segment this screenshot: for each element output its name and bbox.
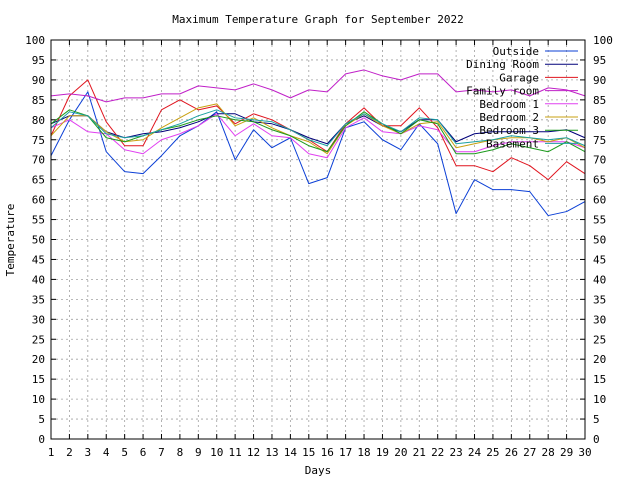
x-tick-label: 18	[357, 446, 370, 459]
y-tick-label-right: 10	[593, 393, 606, 406]
x-tick-label: 21	[413, 446, 426, 459]
y-tick-label-right: 25	[593, 333, 606, 346]
y-tick-label-right: 75	[593, 134, 606, 147]
y-tick-label: 35	[32, 293, 45, 306]
x-tick-label: 25	[486, 446, 499, 459]
x-tick-label: 4	[103, 446, 110, 459]
y-tick-label: 30	[32, 313, 45, 326]
x-tick-label: 26	[505, 446, 518, 459]
plot-frame	[50, 39, 586, 440]
x-tick-label: 15	[302, 446, 315, 459]
series-line-bedroom-3	[50, 109, 586, 155]
x-tick-label: 13	[265, 446, 278, 459]
y-tick-label-right: 45	[593, 253, 606, 266]
y-tick-label: 0	[38, 433, 45, 446]
x-tick-label: 14	[284, 446, 298, 459]
y-tick-label: 20	[32, 353, 45, 366]
x-tick-label: 28	[542, 446, 555, 459]
x-tick-label: 1	[48, 446, 55, 459]
x-tick-label: 6	[140, 446, 147, 459]
y-tick-label-right: 15	[593, 373, 606, 386]
y-tick-label-right: 55	[593, 214, 606, 227]
series-line-family-room	[50, 69, 586, 103]
series-line-dining-room	[50, 113, 586, 145]
legend-label-outside: Outside	[493, 45, 539, 58]
y-tick-label-right: 90	[593, 74, 606, 87]
series-lines	[50, 69, 586, 217]
y-tick-label: 60	[32, 194, 45, 207]
y-tick-label-right: 50	[593, 234, 606, 247]
x-tick-label: 7	[158, 446, 165, 459]
x-tick-label: 16	[321, 446, 334, 459]
y-tick-label-right: 5	[593, 413, 600, 426]
y-tick-label-right: 80	[593, 114, 606, 127]
y-tick-label-right: 95	[593, 54, 606, 67]
y-tick-label: 40	[32, 273, 45, 286]
y-tick-label: 100	[25, 34, 45, 47]
y-tick-label-right: 60	[593, 194, 606, 207]
x-tick-label: 11	[229, 446, 242, 459]
y-tick-label: 80	[32, 114, 45, 127]
legend-label-bedroom-1: Bedroom 1	[479, 98, 539, 111]
x-tick-label: 12	[247, 446, 260, 459]
y-tick-label: 90	[32, 74, 45, 87]
series-line-garage	[50, 79, 586, 181]
y-tick-label: 50	[32, 234, 45, 247]
y-tick-label-right: 100	[593, 34, 613, 47]
chart-title: Maximum Temperature Graph for September …	[172, 13, 463, 26]
x-tick-label: 24	[468, 446, 482, 459]
x-tick-label: 9	[195, 446, 202, 459]
x-tick-label: 8	[177, 446, 184, 459]
legend-label-bedroom-3: Bedroom 3	[479, 124, 539, 137]
x-tick-label: 23	[449, 446, 462, 459]
y-tick-label-right: 0	[593, 433, 600, 446]
legend-label-basement: Basement	[486, 137, 539, 150]
y-tick-label: 65	[32, 174, 45, 187]
y-tick-label-right: 40	[593, 273, 606, 286]
x-tick-label: 22	[431, 446, 444, 459]
y-tick-label-right: 30	[593, 313, 606, 326]
x-tick-label: 3	[85, 446, 92, 459]
series-line-basement	[50, 109, 586, 147]
y-tick-label: 55	[32, 214, 45, 227]
series-line-outside	[50, 91, 586, 217]
y-tick-label: 75	[32, 134, 45, 147]
y-tick-label-right: 20	[593, 353, 606, 366]
y-tick-label-right: 85	[593, 94, 606, 107]
x-tick-label: 2	[66, 446, 73, 459]
y-tick-label: 25	[32, 333, 45, 346]
x-tick-label: 30	[578, 446, 591, 459]
x-tick-label: 29	[560, 446, 573, 459]
legend-label-garage: Garage	[499, 71, 539, 84]
series-line-bedroom-1	[50, 113, 586, 159]
y-tick-label-right: 35	[593, 293, 606, 306]
x-tick-label: 17	[339, 446, 352, 459]
y-tick-label: 85	[32, 94, 45, 107]
y-tick-label: 15	[32, 373, 45, 386]
x-tick-label: 20	[394, 446, 407, 459]
x-axis-label: Days	[305, 464, 332, 477]
y-tick-label: 70	[32, 154, 45, 167]
y-tick-label: 5	[38, 413, 45, 426]
y-axis-label: Temperature	[4, 204, 17, 277]
x-tick-label: 5	[121, 446, 128, 459]
y-tick-label-right: 70	[593, 154, 606, 167]
y-tick-label: 10	[32, 393, 45, 406]
legend-label-bedroom-2: Bedroom 2	[479, 111, 539, 124]
grid-lines	[50, 39, 586, 440]
y-tick-label-right: 65	[593, 174, 606, 187]
x-tick-label: 19	[376, 446, 389, 459]
legend-label-dining-room: Dining Room	[466, 58, 539, 71]
x-tick-label: 27	[523, 446, 536, 459]
y-tick-label: 95	[32, 54, 45, 67]
y-tick-label: 45	[32, 253, 45, 266]
legend-label-family-room: Family room	[466, 85, 539, 98]
x-tick-label: 10	[210, 446, 223, 459]
